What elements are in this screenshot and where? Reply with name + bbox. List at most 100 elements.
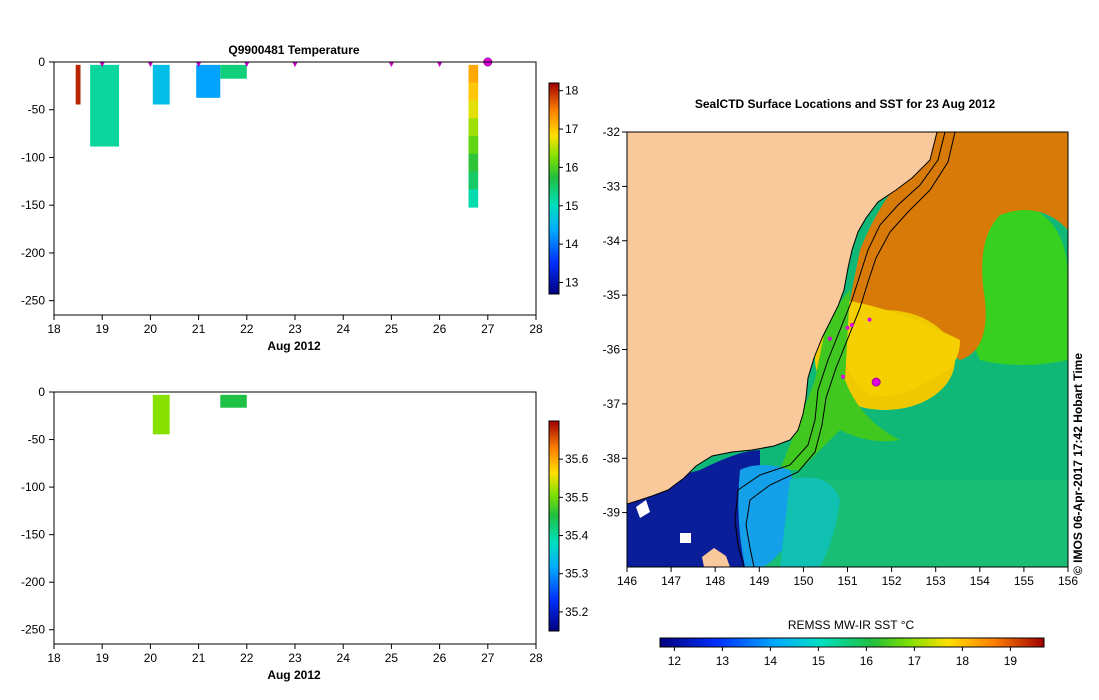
lon-tick-label: 150 bbox=[793, 574, 813, 588]
x-tick-label: 20 bbox=[144, 322, 158, 336]
x-tick-label: 23 bbox=[288, 651, 302, 665]
map-title: SealCTD Surface Locations and SST for 23… bbox=[695, 97, 996, 111]
lat-tick-label: -32 bbox=[603, 125, 621, 139]
lon-tick-label: 153 bbox=[926, 574, 946, 588]
profile-6-segment bbox=[468, 171, 479, 190]
x-tick-label: 19 bbox=[96, 651, 110, 665]
x-tick-label: 21 bbox=[192, 322, 206, 336]
profile-1 bbox=[75, 64, 81, 105]
salinity-plot-frame bbox=[53, 391, 537, 645]
ctd-location bbox=[845, 325, 850, 330]
y-tick-label: -100 bbox=[21, 150, 45, 164]
temperature-y-axis: 0 -50 -100 -150 -200 -250 bbox=[21, 55, 54, 308]
sst-colorbar-tick-label: 14 bbox=[764, 654, 778, 668]
sst-colorbar-tick-label: 15 bbox=[812, 654, 826, 668]
profile-6-segment bbox=[468, 100, 479, 119]
y-tick-label: -200 bbox=[21, 246, 45, 260]
y-tick-label: 0 bbox=[38, 55, 45, 69]
x-tick-label: 19 bbox=[96, 322, 110, 336]
sst-colorbar-tick-label: 17 bbox=[908, 654, 922, 668]
temperature-x-label: Aug 2012 bbox=[267, 339, 321, 353]
map-longitude-axis: 146 147 148 149 150 151 152 153 154 155 156 bbox=[617, 567, 1078, 588]
profile-2 bbox=[90, 64, 120, 147]
credit-text: © IMOS 06-Apr-2017 17:42 Hobart Time bbox=[1071, 353, 1085, 575]
lon-tick-label: 154 bbox=[970, 574, 990, 588]
salinity-x-axis: 18 19 20 21 22 23 24 25 26 27 28 bbox=[47, 644, 543, 665]
x-tick-label: 25 bbox=[385, 651, 399, 665]
profile-1 bbox=[152, 394, 170, 435]
profile-6-segment bbox=[468, 153, 479, 173]
profile-2 bbox=[220, 394, 247, 408]
profile-6-segment bbox=[468, 189, 479, 208]
lon-tick-label: 151 bbox=[837, 574, 857, 588]
ctd-location bbox=[849, 323, 854, 328]
ctd-locations bbox=[827, 317, 881, 387]
surface-marker bbox=[436, 61, 443, 68]
profile-6 bbox=[468, 64, 479, 208]
x-tick-label: 26 bbox=[433, 322, 447, 336]
temperature-plot-frame bbox=[53, 61, 537, 316]
map-colorbar-ticks: 12 13 14 15 16 17 18 19 bbox=[668, 647, 1017, 668]
x-tick-label: 26 bbox=[433, 651, 447, 665]
surface-marker bbox=[147, 61, 154, 68]
salinity-y-axis: 0 -50 -100 -150 -200 -250 bbox=[21, 385, 54, 637]
lat-tick-label: -33 bbox=[603, 179, 621, 193]
colorbar-tick-label: 17 bbox=[565, 122, 579, 136]
x-tick-label: 24 bbox=[337, 651, 351, 665]
profile-2-segment bbox=[90, 64, 120, 147]
profile-6-segment bbox=[468, 82, 479, 101]
x-tick-label: 20 bbox=[144, 651, 158, 665]
profile-6-segment bbox=[468, 118, 479, 137]
profile-6-segment bbox=[468, 135, 479, 155]
temperature-colorbar bbox=[548, 82, 560, 295]
temperature-colorbar-ticks: 13 14 15 16 17 18 bbox=[559, 84, 579, 289]
x-tick-label: 27 bbox=[481, 322, 495, 336]
lat-tick-label: -37 bbox=[603, 397, 621, 411]
salinity-colorbar bbox=[548, 420, 560, 632]
ctd-location bbox=[867, 317, 872, 322]
colorbar-tick-label: 35.5 bbox=[565, 490, 589, 504]
colorbar-tick-label: 18 bbox=[565, 84, 579, 98]
lon-tick-label: 147 bbox=[661, 574, 681, 588]
ctd-location bbox=[827, 336, 832, 341]
colorbar-tick-label: 14 bbox=[565, 237, 579, 251]
colorbar-tick-label: 13 bbox=[565, 275, 579, 289]
salinity-colorbar-ticks: 35.2 35.3 35.4 35.5 35.6 bbox=[559, 452, 589, 619]
lon-tick-label: 155 bbox=[1014, 574, 1034, 588]
map-colorbar bbox=[659, 637, 1045, 648]
profile-1-segment bbox=[152, 394, 170, 435]
profile-2-segment bbox=[220, 394, 247, 408]
lat-tick-label: -35 bbox=[603, 288, 621, 302]
lon-tick-label: 152 bbox=[882, 574, 902, 588]
x-tick-label: 24 bbox=[337, 322, 351, 336]
colorbar-tick-label: 35.2 bbox=[565, 605, 589, 619]
profile-5 bbox=[220, 64, 247, 79]
salinity-profiles bbox=[152, 394, 247, 435]
y-tick-label: -50 bbox=[28, 433, 46, 447]
colorbar-tick-label: 15 bbox=[565, 199, 579, 213]
map-colorbar-label: REMSS MW-IR SST °C bbox=[788, 618, 915, 632]
temperature-panel: Q9900481 Temperature 0 -50 -100 -150 -200 -25… bbox=[21, 43, 579, 353]
profile-1-segment bbox=[75, 64, 81, 105]
lon-tick-label: 149 bbox=[749, 574, 769, 588]
x-tick-label: 27 bbox=[481, 651, 495, 665]
profile-5-segment bbox=[220, 64, 247, 79]
salinity-panel: 0 -50 -100 -150 -200 -250 18 19 20 21 22 23 24 25 26 2… bbox=[21, 385, 589, 682]
temperature-chart-title: Q9900481 Temperature bbox=[228, 43, 360, 57]
x-tick-label: 23 bbox=[288, 322, 302, 336]
y-tick-label: -150 bbox=[21, 528, 45, 542]
colorbar-tick-label: 35.6 bbox=[565, 452, 589, 466]
lon-tick-label: 146 bbox=[617, 574, 637, 588]
colorbar-tick-label: 35.4 bbox=[565, 529, 589, 543]
sst-colorbar-tick-label: 18 bbox=[956, 654, 970, 668]
sst-colorbar-tick-label: 12 bbox=[668, 654, 682, 668]
profile-3 bbox=[152, 64, 170, 105]
profile-4 bbox=[196, 64, 221, 98]
lat-tick-label: -36 bbox=[603, 343, 621, 357]
lon-tick-label: 156 bbox=[1058, 574, 1078, 588]
map-latitude-axis: -32 -33 -34 -35 -36 -37 -38 -39 bbox=[603, 125, 627, 520]
sst-colorbar-tick-label: 16 bbox=[860, 654, 874, 668]
sst-field bbox=[627, 132, 1068, 567]
colorbar-tick-label: 16 bbox=[565, 160, 579, 174]
